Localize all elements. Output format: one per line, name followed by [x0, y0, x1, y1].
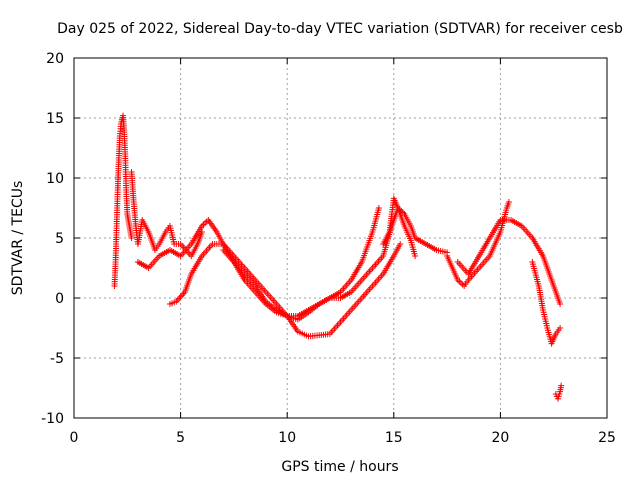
y-tick-label: 5 — [55, 231, 64, 247]
x-tick-label: 25 — [598, 430, 616, 446]
x-tick-label: 15 — [385, 430, 403, 446]
chart-title: Day 025 of 2022, Sidereal Day-to-day VTE… — [57, 21, 623, 37]
series-arc-g — [529, 259, 564, 347]
series-arc-b — [166, 241, 404, 340]
x-tick-label: 0 — [70, 430, 79, 446]
y-tick-labels: -10 -5 0 5 10 15 20 — [41, 51, 64, 427]
data-point — [558, 382, 565, 389]
data-point — [457, 280, 464, 286]
series-arc-d — [380, 195, 419, 259]
data-point — [375, 205, 382, 211]
y-tick-label: 10 — [46, 171, 64, 187]
data-point — [557, 325, 564, 331]
y-tick-label: 15 — [46, 111, 64, 127]
series-arc-tail — [552, 382, 565, 402]
grid-lines — [74, 58, 607, 418]
x-tick-label: 5 — [176, 430, 185, 446]
data-points — [111, 112, 565, 402]
y-tick-label: -10 — [41, 411, 64, 427]
series-arc-f — [454, 217, 564, 307]
data-point — [200, 221, 207, 228]
x-tick-labels: 0 5 10 15 20 25 — [70, 430, 616, 446]
series-arc-early — [128, 169, 205, 259]
y-tick-label: 20 — [46, 51, 64, 67]
x-axis-label: GPS time / hours — [281, 459, 398, 475]
series-arc-spike — [111, 112, 135, 289]
data-point — [397, 241, 404, 247]
data-point — [505, 199, 512, 205]
y-tick-label: 0 — [55, 291, 64, 307]
data-point — [557, 301, 564, 307]
data-point — [202, 220, 209, 226]
plot-frame — [73, 57, 608, 419]
y-tick-label: -5 — [50, 351, 64, 367]
y-axis-label: SDTVAR / TECUs — [10, 181, 26, 296]
series-arc-c — [220, 205, 451, 319]
x-tick-label: 10 — [278, 430, 296, 446]
data-point — [128, 235, 135, 241]
series-arc-e — [444, 199, 512, 289]
data-point — [412, 253, 419, 259]
x-tick-label: 20 — [491, 430, 509, 446]
